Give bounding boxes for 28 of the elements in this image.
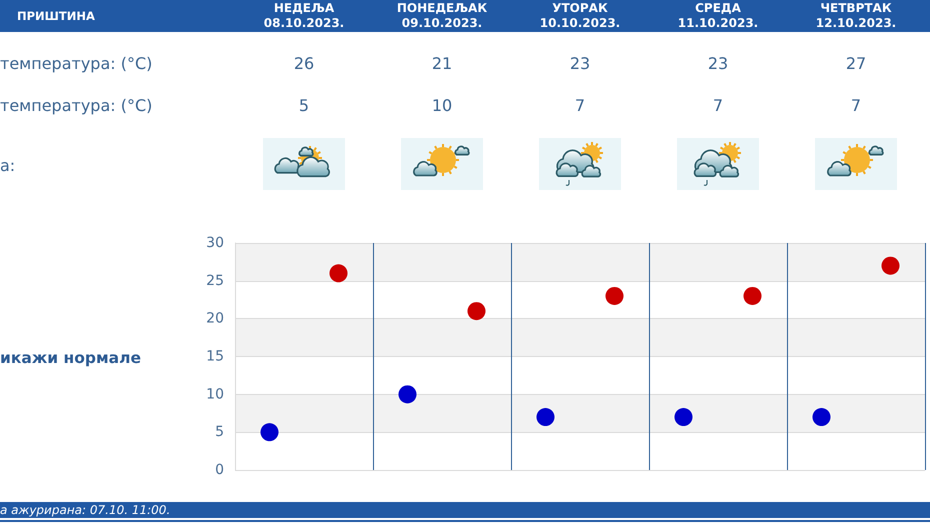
text: НЕДЕЉА 08.10.2023. xyxy=(264,1,344,30)
text: икажи нормале xyxy=(0,348,141,368)
y-tick-label: 20 xyxy=(206,310,224,327)
y-tick-label: 10 xyxy=(206,386,224,402)
data-label: 7 xyxy=(712,96,724,115)
data-label: 7 xyxy=(850,96,862,115)
y-tick-label: 30 xyxy=(206,235,224,251)
y-tick-label: 0 xyxy=(215,462,224,478)
text: температура: (°C) xyxy=(0,96,152,116)
y-tick-label: 5 xyxy=(215,424,224,440)
data-label: 23 xyxy=(708,54,728,73)
text: а ажурирана: 07.10. 11:00. xyxy=(0,503,170,517)
y-tick-label: 15 xyxy=(206,348,224,364)
data-label: 26 xyxy=(294,54,314,73)
text: ПРИШТИНА xyxy=(17,9,95,23)
text: ЧЕТВРТАК 12.10.2023. xyxy=(816,1,896,30)
text: СРЕДА 11.10.2023. xyxy=(678,1,758,30)
text: температура: (°C) xyxy=(0,54,152,74)
data-label: 21 xyxy=(432,54,452,73)
data-label: 5 xyxy=(298,96,310,115)
data-label: 27 xyxy=(846,54,866,73)
data-label: 7 xyxy=(574,96,586,115)
y-tick-label: 25 xyxy=(206,272,224,289)
text: ПОНЕДЕЉАК 09.10.2023. xyxy=(396,1,488,30)
data-label: 23 xyxy=(570,54,590,73)
text: а: xyxy=(0,156,16,176)
data-label: 10 xyxy=(432,96,452,115)
text: УТОРАК 10.10.2023. xyxy=(540,1,620,30)
